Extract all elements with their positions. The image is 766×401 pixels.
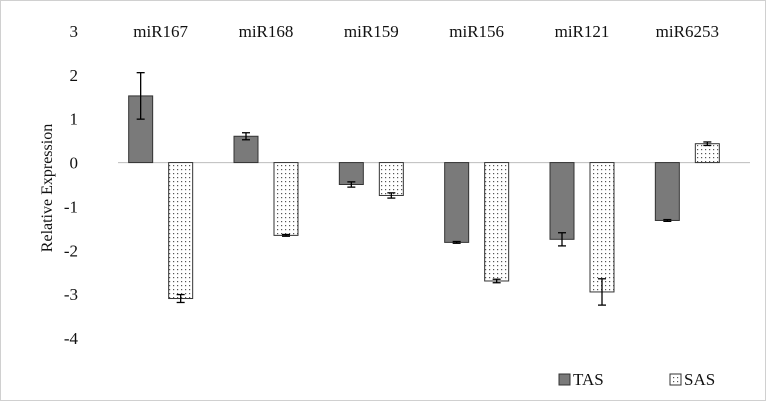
y-tick-label: -2 [64,241,78,260]
bar-tas [654,162,680,221]
legend: TAS SAS [558,370,715,389]
legend-swatch-tas [558,373,571,386]
bar-sas [273,162,299,236]
bar-sas [484,162,510,282]
y-tick-label: -4 [64,329,79,348]
error-bar [176,293,185,304]
bars [128,95,720,300]
category-label: miR121 [555,22,610,41]
error-bar [242,132,250,141]
y-tick-label: 1 [70,110,79,129]
error-bar [282,233,290,237]
legend-label-tas: TAS [573,370,604,389]
bar-tas [233,135,259,164]
legend-swatch-sas [669,373,682,386]
error-bar [492,278,501,284]
error-bars [136,72,712,306]
legend-label-sas: SAS [684,370,715,389]
error-bar [558,232,566,247]
bar-sas [694,143,720,164]
y-tick-label: -3 [64,285,78,304]
y-tick-label: -1 [64,197,78,216]
error-bar [136,72,145,120]
category-label: miR6253 [656,22,719,41]
y-tick-labels: 3 2 1 0 -1 -2 -3 -4 [64,22,79,348]
y-axis-title: Relative Expression [39,124,56,252]
bar-sas [378,162,404,196]
error-bar [663,218,672,222]
y-tick-label: 2 [70,66,79,85]
category-label: miR168 [239,22,294,41]
y-tick-label: 3 [70,22,79,41]
bar-tas [338,162,364,185]
category-label: miR159 [344,22,399,41]
error-bar [703,141,712,147]
error-bar [452,240,461,244]
category-label: miR156 [449,22,504,41]
y-tick-label: 0 [70,154,79,173]
bar-sas [589,162,615,293]
bar-tas [549,162,575,240]
error-bar [387,192,396,199]
error-bar [598,278,606,306]
category-labels: miR167 miR168 miR159 miR156 miR121 miR6253 [133,22,719,41]
bar-sas [168,162,194,300]
error-bar [347,181,356,188]
bar-tas [444,162,470,243]
category-label: miR167 [133,22,188,41]
